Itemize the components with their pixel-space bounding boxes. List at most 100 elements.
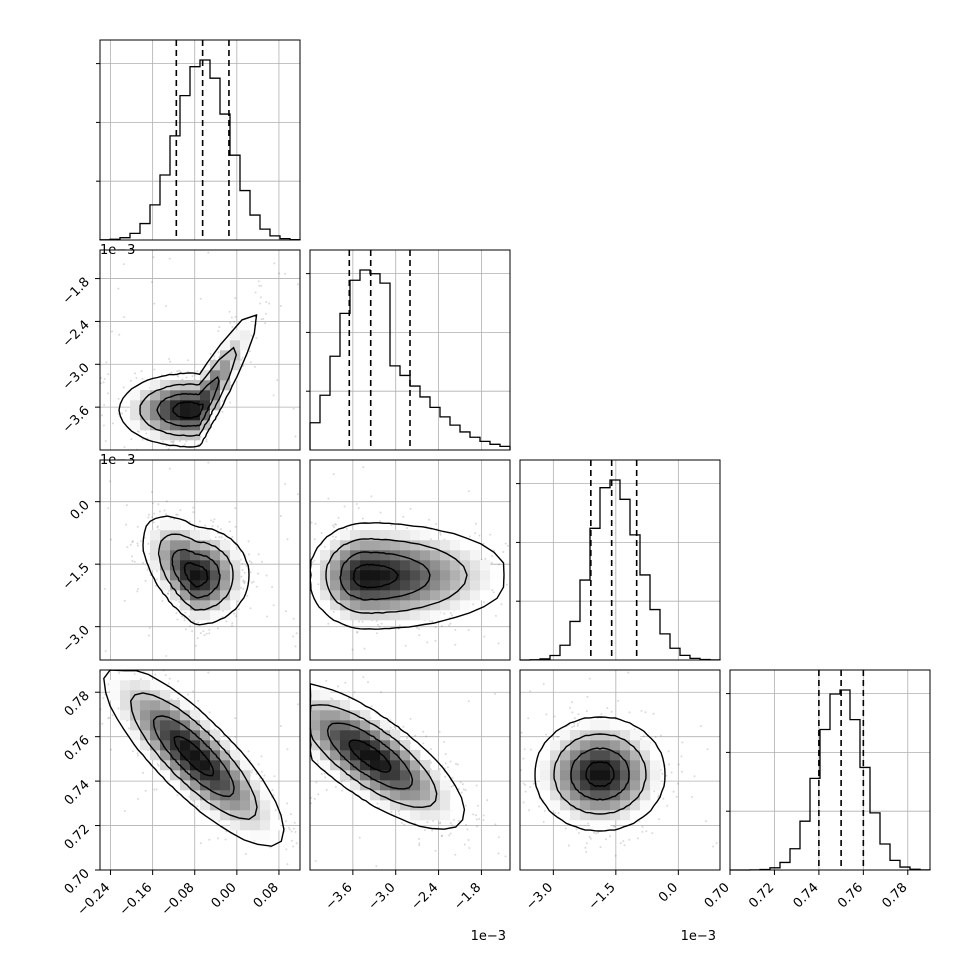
density-cell bbox=[320, 690, 331, 701]
scatter-point bbox=[257, 280, 260, 283]
contour-line bbox=[183, 562, 209, 588]
density-cell bbox=[410, 600, 421, 611]
density-cell bbox=[390, 600, 401, 611]
density-cell bbox=[330, 590, 341, 601]
density-cell bbox=[170, 780, 181, 791]
scatter-point bbox=[444, 762, 447, 765]
scatter-point bbox=[672, 790, 675, 793]
scatter-point bbox=[205, 632, 208, 635]
density-cell bbox=[210, 550, 221, 561]
scatter-point bbox=[680, 755, 683, 758]
density-cell bbox=[630, 770, 641, 781]
scatter-point bbox=[109, 480, 112, 483]
scatter-point bbox=[203, 634, 206, 637]
scatter-point bbox=[255, 337, 258, 340]
scatter-point bbox=[333, 526, 336, 529]
density-cell bbox=[630, 810, 641, 821]
scatter-point bbox=[250, 561, 253, 564]
density-cell bbox=[400, 600, 411, 611]
scatter-point bbox=[136, 542, 139, 545]
scatter-point bbox=[657, 794, 660, 797]
density-cell bbox=[230, 370, 241, 381]
scatter-point bbox=[358, 620, 361, 623]
scatter-point bbox=[430, 761, 433, 764]
scatter-point bbox=[156, 525, 159, 528]
scatter-point bbox=[243, 582, 246, 585]
density-cell bbox=[180, 750, 191, 761]
scatter-point bbox=[426, 821, 429, 824]
scatter-point bbox=[542, 683, 545, 686]
scatter-point bbox=[259, 296, 262, 299]
density-cell bbox=[420, 800, 431, 811]
scatter-point bbox=[438, 768, 441, 771]
density-cell bbox=[230, 750, 241, 761]
density-cell bbox=[180, 410, 191, 421]
scatter-point bbox=[101, 414, 104, 417]
scatter-point bbox=[482, 542, 485, 545]
scatter-point bbox=[249, 571, 252, 574]
scatter-point bbox=[523, 748, 526, 751]
density-cell bbox=[150, 420, 161, 431]
density-cell bbox=[200, 610, 211, 621]
y-offset-label: 1e−3 bbox=[100, 453, 135, 468]
density-cell bbox=[350, 780, 361, 791]
scatter-point bbox=[370, 495, 373, 498]
scatter-point bbox=[170, 440, 173, 443]
scatter-point bbox=[528, 809, 531, 812]
scatter-point bbox=[111, 714, 114, 717]
scatter-point bbox=[196, 805, 199, 808]
density-cell bbox=[620, 810, 631, 821]
density-cell bbox=[220, 600, 231, 611]
scatter-point bbox=[208, 711, 211, 714]
scatter-point bbox=[431, 620, 434, 623]
density-cell bbox=[430, 780, 441, 791]
density-cell bbox=[160, 550, 171, 561]
density-cell bbox=[470, 590, 481, 601]
scatter-point bbox=[434, 626, 437, 629]
scatter-point bbox=[218, 819, 221, 822]
density-cell bbox=[120, 710, 131, 721]
density-cell bbox=[430, 610, 441, 621]
scatter-point bbox=[402, 515, 405, 518]
density-cell bbox=[160, 390, 171, 401]
scatter-point bbox=[378, 625, 381, 628]
density-cell bbox=[390, 540, 401, 551]
density-cell bbox=[370, 580, 381, 591]
scatter-point bbox=[414, 734, 417, 737]
scatter-point bbox=[327, 622, 330, 625]
scatter-point bbox=[505, 583, 508, 586]
scatter-point bbox=[332, 611, 335, 614]
scatter-point bbox=[599, 846, 602, 849]
density-cell bbox=[360, 600, 371, 611]
density-cell bbox=[160, 430, 171, 441]
scatter-point bbox=[123, 446, 126, 449]
scatter-point bbox=[571, 725, 574, 728]
density-cell bbox=[200, 570, 211, 581]
density-cell bbox=[340, 540, 351, 551]
x-tick-label: 0.08 bbox=[251, 880, 282, 911]
density-cell bbox=[320, 710, 331, 721]
density-cell bbox=[340, 750, 351, 761]
scatter-point bbox=[205, 440, 208, 443]
scatter-point bbox=[123, 316, 126, 319]
scatter-point bbox=[475, 784, 478, 787]
scatter-point bbox=[240, 586, 243, 589]
density-cell bbox=[310, 720, 321, 731]
density-cell bbox=[210, 740, 221, 751]
scatter-point bbox=[147, 634, 150, 637]
density-cell bbox=[360, 530, 371, 541]
scatter-point bbox=[422, 730, 425, 733]
scatter-point bbox=[340, 780, 343, 783]
scatter-point bbox=[455, 762, 458, 765]
density-cell bbox=[360, 570, 371, 581]
scatter-point bbox=[451, 614, 454, 617]
scatter-point bbox=[478, 534, 481, 537]
scatter-point bbox=[375, 619, 378, 622]
density-cell bbox=[550, 790, 561, 801]
scatter-point bbox=[263, 774, 266, 777]
scatter-point bbox=[606, 707, 609, 710]
density-cell bbox=[250, 820, 261, 831]
density-cell bbox=[180, 780, 191, 791]
density-cell bbox=[340, 610, 351, 621]
density-cell bbox=[470, 580, 481, 591]
